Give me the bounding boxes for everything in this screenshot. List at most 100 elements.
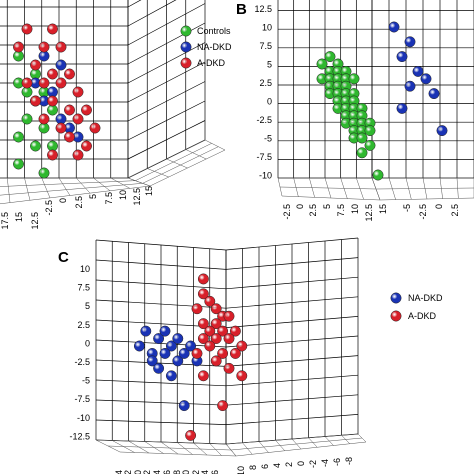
z-tick-label: 2.5	[77, 320, 90, 330]
grid-line	[95, 299, 227, 309]
x-tick-label: 0	[295, 204, 305, 209]
z-tick-label: -5	[82, 376, 90, 386]
data-point	[223, 310, 235, 322]
grid-line	[95, 359, 227, 367]
data-point	[210, 303, 222, 315]
grid-grid	[225, 237, 359, 445]
data-point	[388, 21, 400, 33]
data-point	[210, 318, 222, 330]
data-point	[21, 113, 33, 125]
grid-line	[147, 168, 169, 178]
legend: Controls NA-DKD A-DKD	[180, 25, 232, 69]
grid-line	[279, 186, 377, 190]
x-tick-label: 15	[378, 204, 388, 214]
data-point	[64, 104, 75, 116]
x-tick-label: 8	[248, 465, 258, 470]
data-point	[38, 113, 50, 125]
data-point	[210, 355, 222, 367]
floor-grid	[371, 177, 474, 201]
data-point	[223, 362, 235, 374]
floor-grid	[95, 439, 237, 457]
data-point	[204, 295, 216, 307]
data-point	[364, 139, 376, 151]
data-point	[133, 340, 145, 352]
data-point	[356, 132, 368, 144]
data-point	[38, 41, 50, 53]
grid-line	[127, 100, 206, 141]
grid-line	[127, 42, 206, 84]
legend-marker	[390, 292, 402, 304]
grid-line	[76, 177, 91, 194]
grid-line	[225, 394, 359, 406]
z-tick-label: -7.5	[256, 152, 272, 162]
data-point	[55, 41, 67, 53]
x-tick-label: -8	[344, 457, 354, 465]
z-tick-label: -2.5	[256, 115, 272, 125]
grid-line	[7, 177, 11, 203]
x-tick-label: 5	[88, 194, 98, 199]
data-point	[197, 288, 209, 300]
grid-line	[95, 239, 227, 251]
data-point	[236, 370, 248, 382]
grid-line	[225, 374, 359, 387]
data-point	[404, 80, 416, 92]
x-tick-label: 7.5	[104, 192, 114, 205]
x-tick-label: 6	[260, 464, 270, 469]
data-point	[217, 325, 229, 337]
data-point	[236, 340, 248, 352]
z-tick-label: -12.5	[69, 431, 90, 441]
data-point	[55, 59, 67, 71]
z-tick-label: -2.5	[74, 357, 90, 367]
data-point	[140, 325, 152, 337]
grid-line	[110, 177, 131, 189]
x-tick-label: 12.5	[30, 212, 40, 230]
data-point	[197, 318, 209, 330]
data-point	[324, 51, 336, 63]
series-na-dkd	[388, 21, 448, 137]
grid-line	[58, 177, 71, 196]
data-point	[72, 86, 84, 98]
grid-line	[225, 276, 359, 290]
z-tick-label: 12.5	[254, 4, 272, 14]
x-tick-label: 2	[142, 470, 152, 474]
x-tick-label: 5	[322, 204, 332, 209]
floor-grid	[127, 139, 226, 187]
grid-grid	[0, 0, 129, 179]
data-point	[21, 23, 33, 35]
grid-line	[135, 143, 212, 181]
x-tick-label: 10	[181, 470, 191, 474]
grid-line	[185, 149, 207, 160]
data-point	[38, 77, 50, 89]
z-tick-label: 10	[262, 23, 272, 33]
x-tick-label: 15	[14, 212, 24, 222]
grid-line	[119, 451, 237, 457]
data-point	[210, 333, 222, 344]
x-tick-label: 14	[200, 470, 210, 474]
data-point	[217, 348, 229, 359]
x-tick-label: 16	[210, 470, 220, 474]
series-a-dkd	[185, 273, 248, 441]
grid-line	[107, 445, 232, 451]
z-tick-label: -7.5	[74, 394, 90, 404]
x-tick-label: 8	[172, 470, 182, 474]
z-tick-label: 0	[85, 338, 90, 348]
grid-line	[127, 3, 206, 46]
data-point	[153, 333, 165, 344]
x-tick-label: 2	[284, 462, 294, 467]
grid-line	[127, 22, 206, 65]
x-tick-label: 0	[133, 470, 143, 474]
data-point	[55, 77, 67, 89]
data-point	[13, 41, 24, 53]
grid-line	[204, 139, 226, 151]
grid-line	[281, 195, 381, 201]
z-tick-label: 7.5	[77, 283, 90, 293]
legend: NA-DKD A-DKD	[390, 292, 443, 322]
data-point	[348, 73, 360, 85]
x-tick-label: 10	[118, 190, 128, 200]
grid-grid	[127, 0, 206, 179]
z-tick-label: 5	[85, 301, 90, 311]
grid-line	[225, 316, 359, 328]
grid-line	[225, 335, 359, 348]
data-point	[55, 122, 67, 134]
